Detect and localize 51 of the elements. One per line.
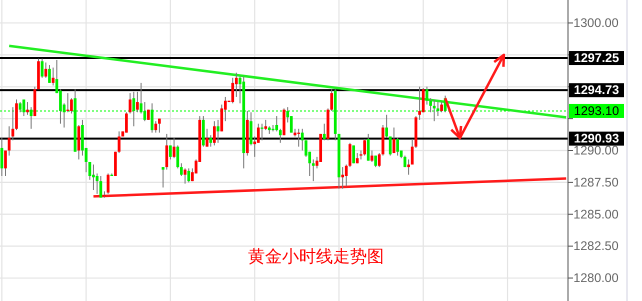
candlestick (220, 104, 224, 132)
candlestick (128, 92, 132, 114)
ref-line-label: 1290.93 (574, 132, 620, 146)
candlestick (125, 112, 128, 134)
candlestick (407, 158, 410, 176)
candlestick (26, 102, 29, 116)
candlestick (66, 92, 70, 113)
candlestick (392, 127, 396, 154)
candlestick (260, 123, 264, 141)
y-tick-label: 1300.00 (573, 16, 619, 30)
candlestick (440, 102, 443, 113)
candlestick (385, 114, 388, 138)
candlestick (363, 138, 366, 156)
y-tick-label: 1282.50 (573, 239, 619, 254)
candlestick (172, 137, 176, 159)
candlestick (341, 166, 344, 190)
candlestick (40, 58, 44, 78)
candlestick (352, 144, 356, 164)
candlestick (132, 91, 136, 127)
candlestick (297, 128, 300, 148)
ref-line-label: 1293.10 (574, 104, 620, 118)
candlestick (0, 137, 4, 177)
candlestick (52, 67, 55, 86)
candlestick (256, 123, 260, 144)
candlestick (436, 102, 440, 117)
candlestick (396, 137, 399, 156)
y-tick-label: 1290.00 (573, 144, 619, 158)
candlestick (356, 152, 359, 164)
ref-line-label: 1294.73 (574, 83, 620, 98)
candlestick (212, 120, 216, 146)
candlestick (143, 102, 146, 122)
candlestick (158, 118, 161, 134)
candlestick (154, 120, 158, 134)
candlestick (209, 134, 212, 148)
candlestick (30, 106, 33, 130)
y-tick-label: 1287.50 (573, 175, 619, 190)
candlestick (150, 102, 154, 134)
y-tick-label: 1280.00 (573, 271, 619, 286)
candlestick (147, 109, 150, 120)
candlestick (92, 164, 95, 191)
candlestick (48, 64, 51, 84)
ref-line-label: 1297.25 (574, 51, 620, 66)
candlestick (370, 150, 374, 162)
candlestick (184, 168, 186, 184)
text: 黄金小时线走势图 (248, 247, 384, 267)
y-tick-label: 1285.00 (573, 207, 619, 222)
candlestick (216, 119, 220, 144)
candlestick (388, 136, 392, 156)
candlestick (176, 144, 180, 169)
candlestick (106, 172, 110, 194)
candlestick (88, 161, 92, 180)
